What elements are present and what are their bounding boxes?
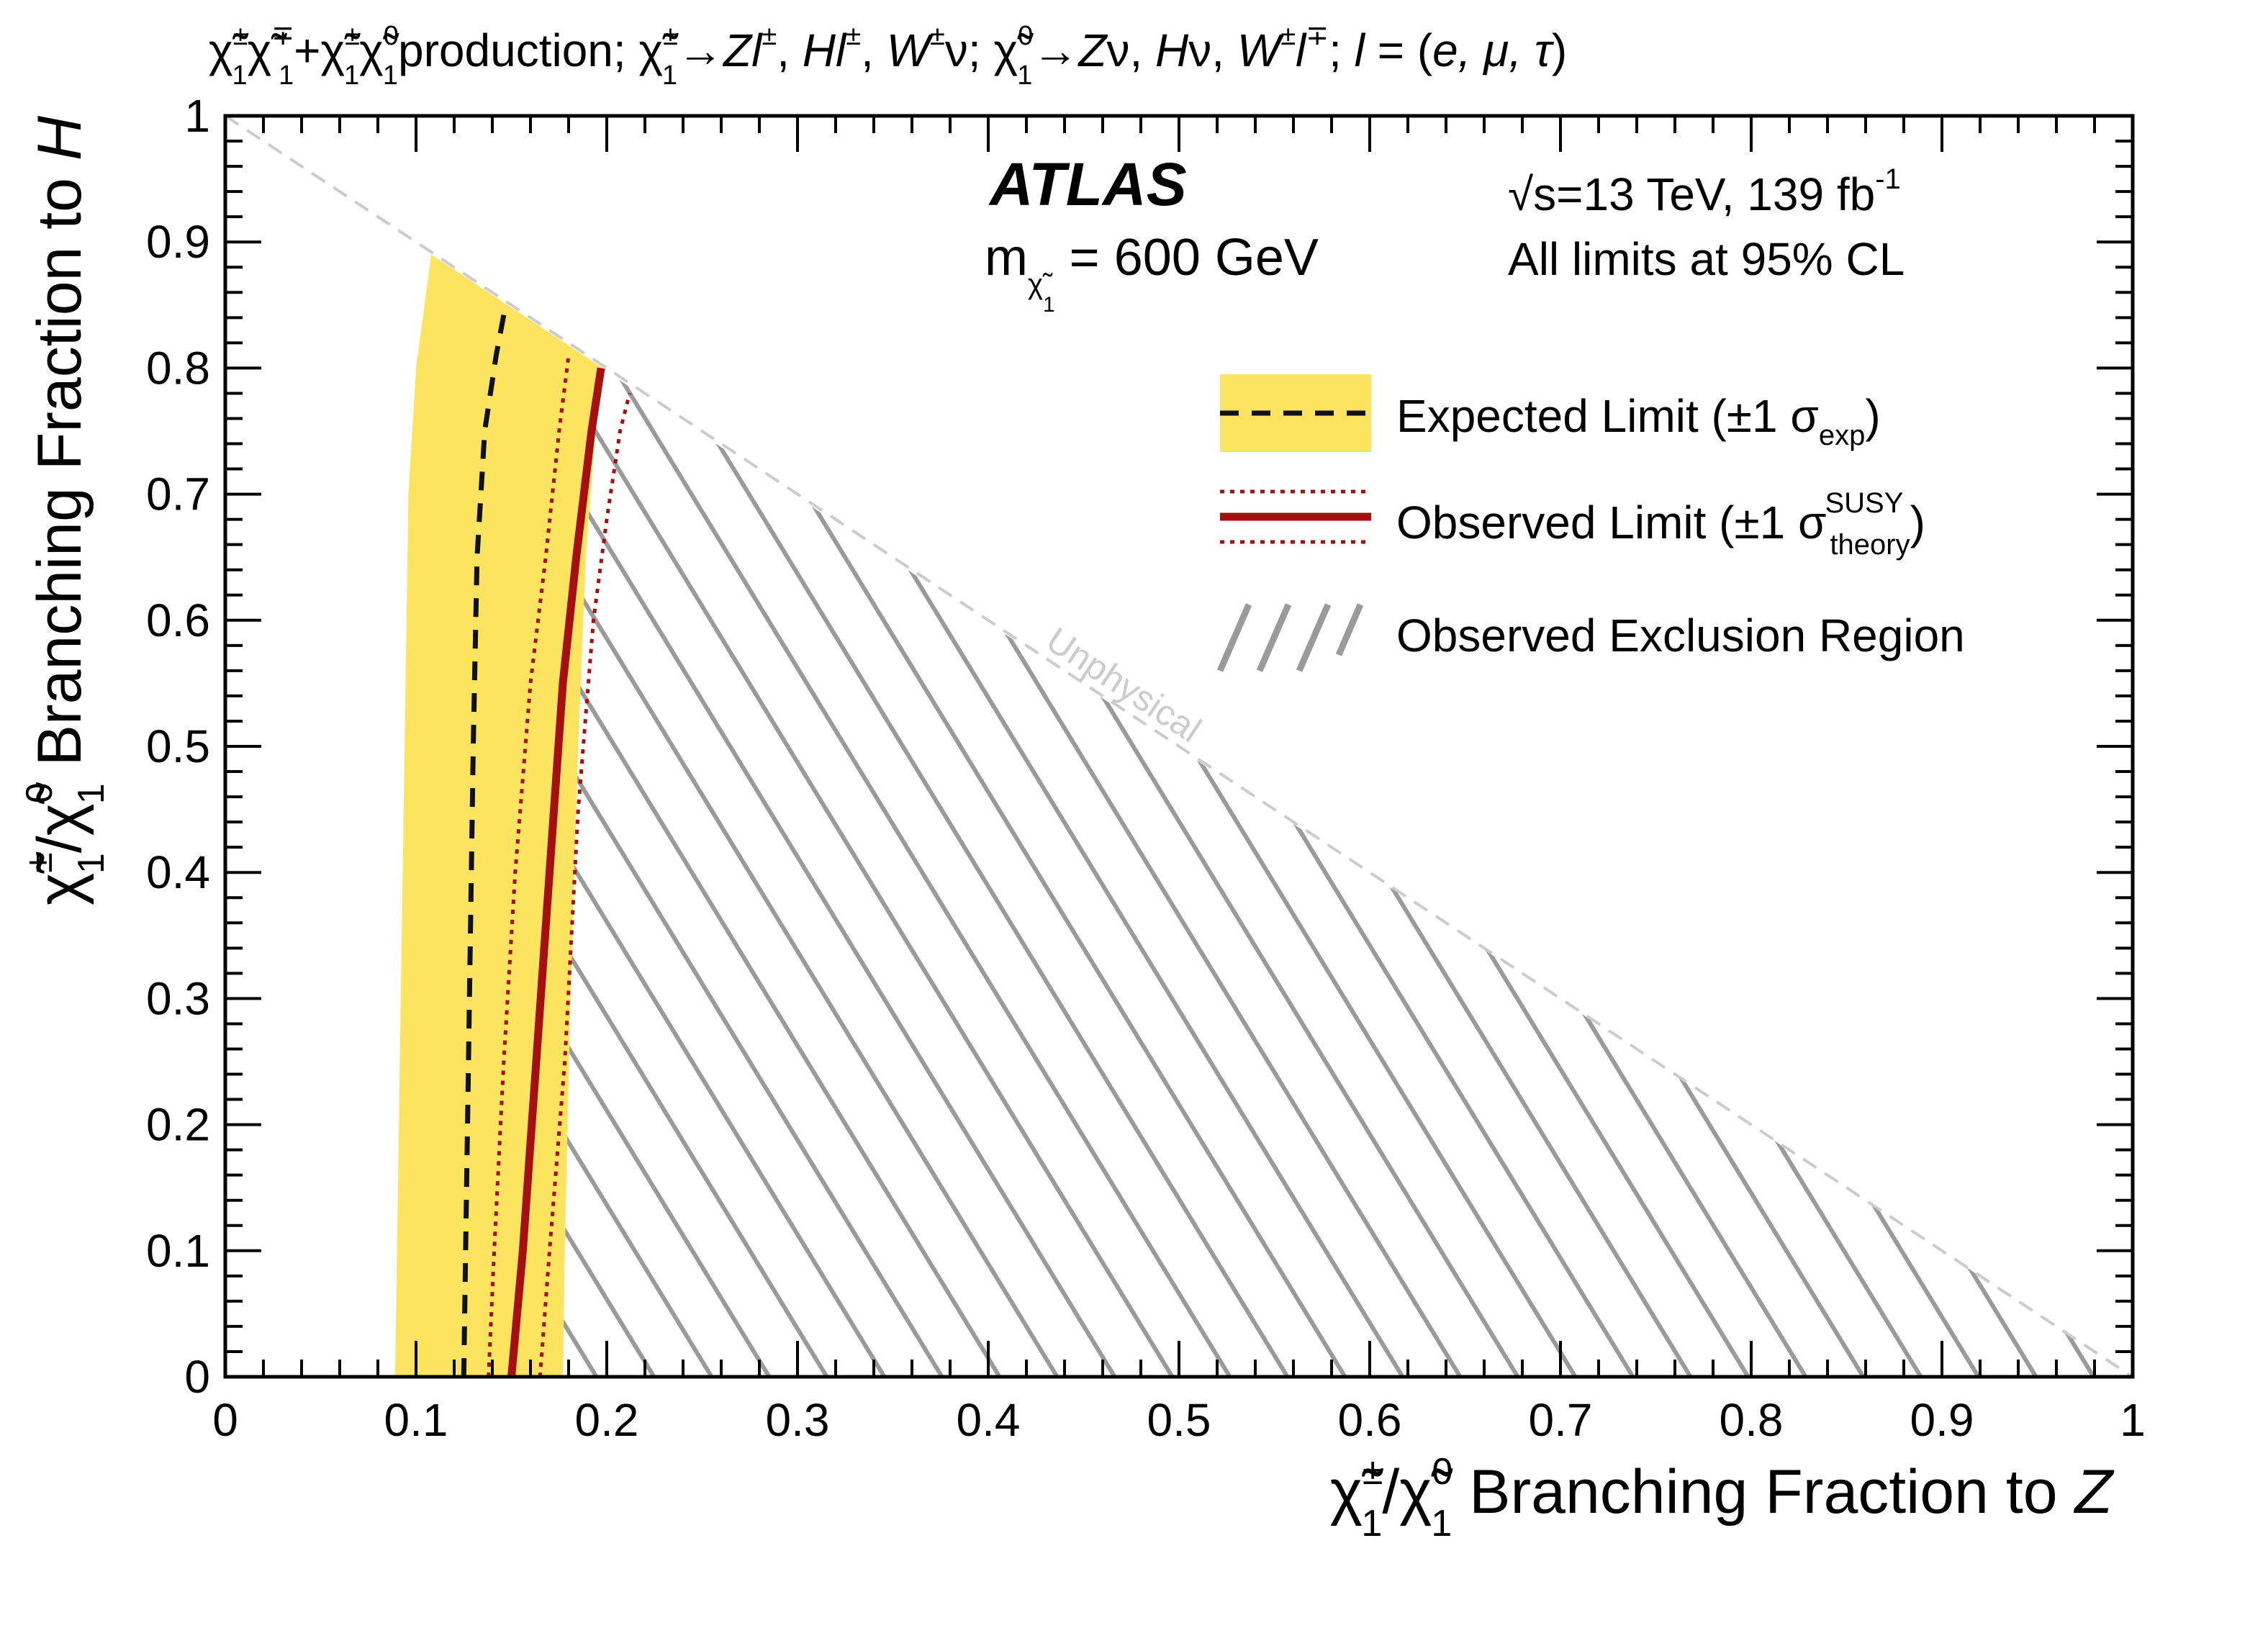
energy-lumi-label: √s=13 TeV, 139 fb-1 <box>1508 163 1901 220</box>
hatch-line <box>1725 368 2133 1377</box>
hatch-line <box>511 368 1060 1377</box>
cl-note: All limits at 95% CL <box>1508 233 1905 285</box>
hatch-line <box>511 368 1002 1377</box>
hatch-line <box>1437 368 2133 1377</box>
observed-exclusion-region <box>0 116 2268 1377</box>
x-tick-label: 0.8 <box>1720 1394 1784 1446</box>
x-tick-label: 0.2 <box>575 1394 639 1446</box>
atlas-label: ATLAS <box>988 150 1187 218</box>
hatch-line <box>2013 368 2133 1377</box>
hatch-line <box>1495 368 2133 1377</box>
hatch-line <box>0 116 21 1377</box>
hatch-line <box>574 368 1347 1377</box>
chart-title: χ̃± 1χ̃∓ 1+χ̃± 1χ̃0 1production; χ̃± 1→Zl±, H… <box>209 21 1567 91</box>
legend-hatch-swatch <box>1216 603 1364 672</box>
hatch-line <box>511 368 1117 1377</box>
expected-limit-line <box>461 304 508 1377</box>
hatch-line <box>804 368 1578 1377</box>
hatch-line <box>511 368 887 1377</box>
hatch-line <box>511 368 1232 1377</box>
y-tick-label: 0.5 <box>146 720 210 772</box>
hatch-line <box>1149 368 1923 1377</box>
legend-exclusion-label: Observed Exclusion Region <box>1396 610 1965 661</box>
unphysical-boundary <box>225 116 2133 1377</box>
x-tick-label: 0.4 <box>957 1394 1021 1446</box>
hatch-line <box>1380 368 2133 1377</box>
hatch-line <box>631 368 1405 1377</box>
y-tick-labels: 0 0.1 0.2 0.3 0.4 0.5 0.6 0.7 0.8 0.9 1 <box>146 90 210 1403</box>
x-tick-label: 1 <box>2120 1394 2146 1446</box>
hatch-line <box>511 368 829 1377</box>
y-axis-title: χ̃± 1/χ̃0 1 Branching Fraction to H <box>19 115 112 905</box>
expected-band <box>394 254 603 1377</box>
y-tick-label: 0 <box>184 1351 210 1403</box>
hatch-line <box>2128 368 2133 1377</box>
hatch-line <box>2246 116 2268 1377</box>
observed-minus-1sigma-line <box>487 355 571 1377</box>
hatch-line <box>977 368 1750 1377</box>
y-tick-label: 0.1 <box>146 1225 210 1277</box>
hatch-line <box>1610 368 2133 1377</box>
hatch-line <box>1553 368 2133 1377</box>
hatch-line <box>862 368 1635 1377</box>
y-tick-label: 0.9 <box>146 216 210 268</box>
hatch-line <box>919 368 1693 1377</box>
hatch-line <box>1034 368 1808 1377</box>
x-tick-label: 0 <box>212 1394 238 1446</box>
hatch-line <box>511 368 772 1377</box>
mass-label: mχ̃1 = 600 GeV <box>985 229 1319 317</box>
hatch-line <box>1783 368 2133 1377</box>
hatch-line <box>1207 368 1981 1377</box>
y-tick-label: 0.6 <box>146 594 210 646</box>
hatch-line <box>1840 368 2133 1377</box>
y-tick-label: 0.7 <box>146 469 210 520</box>
y-tick-label: 1 <box>184 90 210 142</box>
hatch-line <box>1898 368 2133 1377</box>
axis-ticks <box>224 114 2134 1378</box>
title-text-1: production; <box>398 24 638 76</box>
x-axis-title: χ̃± 1/χ̃0 1 Branching Fraction to Z <box>1330 1451 2115 1545</box>
hatch-line <box>1322 368 2096 1377</box>
hatch-line <box>1668 368 2133 1377</box>
x-tick-label: 0.7 <box>1529 1394 1593 1446</box>
hatch-line <box>511 368 714 1377</box>
x-tick-label: 0.9 <box>1910 1394 1974 1446</box>
x-tick-label: 0.1 <box>384 1394 448 1446</box>
hatch-line <box>746 368 1520 1377</box>
legend-expected-label: Expected Limit (±1 σexp) <box>1396 390 1881 451</box>
x-tick-label: 0.6 <box>1338 1394 1402 1446</box>
y-tick-label: 0.2 <box>146 1099 210 1151</box>
hatch-line <box>516 368 1290 1377</box>
y-tick-label: 0.8 <box>146 342 210 394</box>
hatch-line <box>2188 116 2268 1377</box>
hatch-line <box>511 368 1175 1377</box>
hatch-line <box>689 368 1463 1377</box>
y-tick-label: 0.3 <box>146 972 210 1024</box>
x-tick-label: 0.5 <box>1147 1394 1211 1446</box>
hatch-line <box>1265 368 2038 1377</box>
y-tick-label: 0.4 <box>146 846 210 898</box>
x-tick-labels: 0 0.1 0.2 0.3 0.4 0.5 0.6 0.7 0.8 0.9 1 <box>212 1394 2146 1446</box>
legend: Expected Limit (±1 σexp) Observed Limit … <box>1216 374 1965 672</box>
legend-observed-label: Observed Limit (±1 σSUSY theory) <box>1396 487 1925 561</box>
x-tick-label: 0.3 <box>766 1394 830 1446</box>
observed-limit-line <box>507 367 605 1377</box>
hatch-line <box>1092 368 1866 1377</box>
